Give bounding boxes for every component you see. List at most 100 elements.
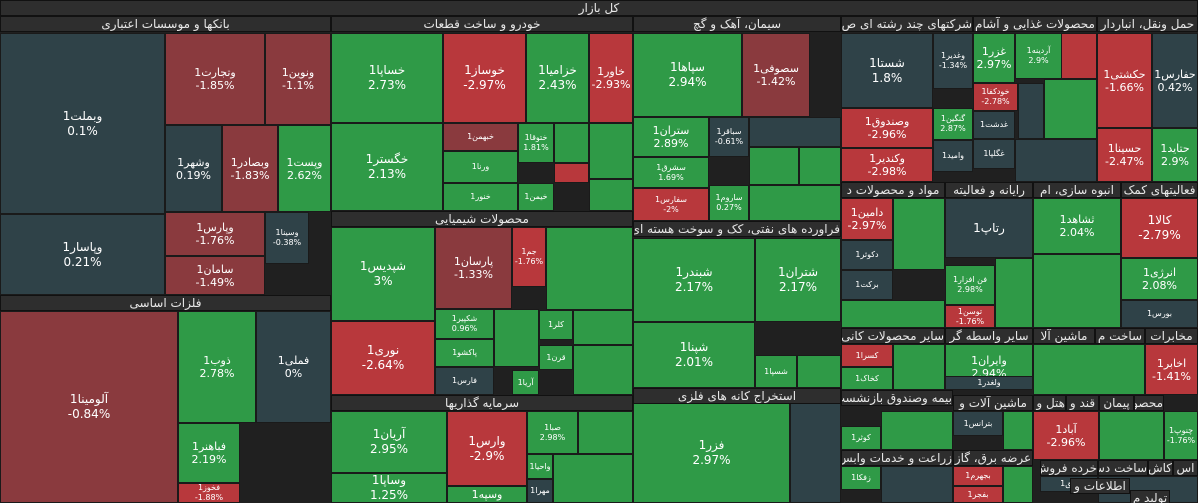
treemap-tile[interactable]: واحیا1 [527, 454, 553, 479]
sector-header[interactable]: سایر محصولات کانی [841, 328, 945, 344]
treemap-tile[interactable]: بورس1 [1121, 300, 1198, 328]
treemap-tile[interactable]: وشهر1 0.19% [165, 125, 222, 212]
treemap-tile[interactable]: کخاک1 [841, 367, 893, 390]
sector-header[interactable]: مخابرات [1145, 328, 1198, 344]
treemap-tile[interactable]: بجهرم1 [953, 466, 1003, 486]
sector-header[interactable]: سرمایه گذاریها [331, 395, 633, 411]
treemap-tile[interactable]: ختوقا1 1.81% [518, 123, 554, 163]
treemap-tile[interactable]: شبندر1 2.17% [633, 238, 755, 322]
treemap-tile[interactable]: وصندوق1 -2.96% [841, 108, 933, 148]
sector-header[interactable]: ساخت دس [1098, 460, 1148, 476]
sector-header[interactable]: اس [1173, 460, 1198, 476]
treemap-tile[interactable]: شستا1 1.8% [841, 33, 933, 108]
treemap-tile[interactable]: بفجر1 [953, 486, 1003, 503]
treemap-tile[interactable]: خنور1 [443, 183, 518, 211]
treemap-tile[interactable]: پارسان1 -1.33% [435, 227, 512, 309]
sector-header[interactable]: فراورده های نفتی، کک و سوخت هسته ای [633, 221, 841, 237]
treemap-tile[interactable]: فخوز1 -1.88% [178, 483, 240, 503]
treemap-tile[interactable]: فارس1 [435, 367, 494, 395]
treemap-tile[interactable]: خساپا1 2.73% [331, 33, 443, 123]
treemap-tile[interactable]: چنوپ1 -1.76% [1164, 411, 1198, 460]
sector-header[interactable]: سایر واسطه گر [945, 328, 1033, 344]
sector-header[interactable]: فلزات اساسی [0, 295, 331, 311]
treemap-tile[interactable]: وساپا1 1.25% [331, 473, 447, 503]
sector-header[interactable]: کاش [1148, 460, 1173, 476]
treemap-tile[interactable]: فملی1 0% [256, 311, 331, 423]
treemap-tile[interactable]: وبملت1 0.1% [0, 33, 165, 214]
treemap-tile[interactable]: انرژی1 2.08% [1121, 258, 1198, 300]
treemap-tile[interactable]: وتجارت1 -1.85% [165, 33, 265, 125]
treemap-tile[interactable]: کسرا1 [841, 344, 893, 367]
treemap-tile[interactable]: وامید1 [933, 140, 973, 172]
treemap-tile[interactable]: وسینا1 -0.38% [265, 212, 309, 264]
treemap-tile[interactable]: حفارس1 0.42% [1152, 33, 1198, 128]
treemap-tile[interactable]: خوساز1 -2.97% [443, 33, 526, 123]
treemap-tile[interactable]: ورنا1 [443, 151, 518, 183]
treemap-tile[interactable]: خاور1 -2.93% [589, 33, 633, 123]
treemap-tile[interactable]: سفارس1 -2% [633, 188, 709, 221]
sector-header[interactable]: ساخت م [1095, 328, 1145, 344]
treemap-tile[interactable]: وکندیر1 -2.98% [841, 148, 933, 182]
treemap-tile[interactable]: کالا1 -2.79% [1121, 198, 1198, 258]
sector-header[interactable]: فعالیتهای کمک [1121, 182, 1198, 198]
treemap-tile[interactable]: وارس1 -2.9% [447, 411, 527, 486]
sector-header[interactable]: خودرو و ساخت قطعات [331, 16, 633, 32]
sector-header[interactable]: محصو [1134, 395, 1164, 411]
treemap-tile[interactable]: حکشتی1 -1.66% [1097, 33, 1152, 128]
sector-header[interactable]: ماشین آلات و [953, 395, 1033, 411]
treemap-tile[interactable]: آردینه1 2.9% [1015, 33, 1062, 79]
treemap-tile[interactable]: آلومینا1 -0.84% [0, 311, 178, 503]
sector-header[interactable]: مواد و محصولات د [841, 182, 945, 198]
treemap-tile[interactable]: سصوفی1 -1.42% [742, 33, 810, 117]
treemap-tile[interactable]: آریان1 2.95% [331, 411, 447, 473]
treemap-tile[interactable]: کوثر1 [841, 426, 881, 450]
treemap-tile[interactable]: خبهمن1 [443, 123, 518, 151]
sector-header[interactable]: انبوه سازی، ام [1033, 182, 1121, 198]
treemap-tile[interactable]: توسن1 -1.76% [945, 305, 995, 328]
treemap-tile[interactable]: حسینا1 -2.47% [1097, 128, 1152, 182]
treemap-tile[interactable]: غگلپا1 [973, 139, 1015, 169]
treemap-tile[interactable]: مهرا1 [527, 479, 553, 503]
sector-header[interactable]: سیمان، آهک و گچ [633, 16, 841, 32]
treemap-tile[interactable]: قرن1 [539, 345, 573, 370]
sector-header[interactable]: عرضه برق، گاز [953, 450, 1033, 466]
treemap-tile[interactable]: اخابر1 -1.41% [1145, 344, 1198, 395]
treemap-tile[interactable]: شپدیس1 3% [331, 227, 435, 321]
treemap-tile[interactable]: سامان1 -1.49% [165, 256, 265, 295]
treemap-tile[interactable]: ساروم1 0.27% [709, 185, 749, 221]
sector-header[interactable]: بانکها و موسسات اعتباری [0, 16, 331, 32]
treemap-tile[interactable]: جم1 -1.76% [512, 227, 546, 287]
treemap-tile[interactable]: کلر1 [539, 310, 573, 340]
sector-header[interactable]: محصولات غذایی و آشام [973, 16, 1097, 32]
sector-header[interactable]: تولید م [1130, 490, 1170, 503]
treemap-tile[interactable]: بترانس1 [953, 411, 1003, 436]
treemap-tile[interactable]: گنگین1 2.87% [933, 108, 973, 140]
sector-header[interactable]: حمل ونقل، انباردار [1097, 16, 1198, 32]
treemap-tile[interactable]: ولغدر1 [945, 376, 1033, 390]
sector-header[interactable]: هتل و ر [1033, 395, 1066, 411]
treemap-tile[interactable]: فزر1 2.97% [633, 403, 790, 503]
treemap-tile[interactable]: شپنا1 2.01% [633, 322, 755, 388]
treemap-tile[interactable]: وسپه1 [447, 486, 527, 503]
treemap-tile[interactable]: شتران1 2.17% [755, 238, 841, 322]
sector-header[interactable]: اطلاعات و [1070, 478, 1130, 494]
treemap-tile[interactable]: برکت1 [841, 270, 893, 300]
treemap-tile[interactable]: آریا1 [512, 370, 539, 395]
treemap-tile[interactable]: دکوثر1 [841, 240, 893, 270]
treemap-tile[interactable]: وپارس1 -1.76% [165, 212, 265, 256]
treemap-tile[interactable]: زفکا1 [841, 466, 881, 490]
treemap-tile[interactable]: ذوب1 2.78% [178, 311, 256, 423]
treemap-tile[interactable]: غزر1 2.97% [973, 33, 1015, 83]
treemap-tile[interactable]: وغدیر1 -1.34% [933, 33, 973, 89]
sector-header[interactable]: بیمه وصندوق بازنشست [841, 390, 953, 406]
treemap-tile[interactable]: فن افزار1 2.98% [945, 265, 995, 305]
treemap-tile[interactable]: شکپیر1 0.96% [435, 309, 494, 339]
treemap-tile[interactable]: دامین1 -2.97% [841, 198, 893, 240]
treemap-tile[interactable]: آباد1 -2.96% [1033, 411, 1099, 460]
treemap-tile[interactable]: خیمن1 [518, 183, 554, 211]
treemap-tile[interactable]: پاکشو1 [435, 339, 494, 367]
sector-header[interactable]: خرده فروش [1040, 460, 1098, 476]
treemap-tile[interactable]: رتاپ1 [945, 198, 1033, 258]
treemap-tile[interactable]: سپاها1 2.94% [633, 33, 742, 117]
treemap-tile[interactable]: وپاسار1 0.21% [0, 214, 165, 295]
